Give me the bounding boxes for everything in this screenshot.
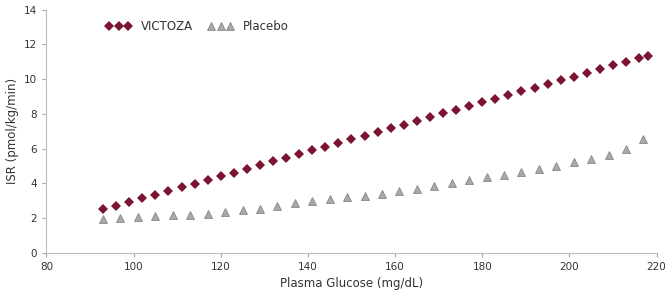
VICTOZA: [256, 163, 264, 167]
VICTOZA: [308, 149, 317, 152]
Placebo: [151, 215, 159, 218]
VICTOZA: [622, 60, 630, 64]
VICTOZA: [439, 112, 447, 115]
Placebo: [482, 176, 491, 179]
Placebo: [640, 137, 648, 141]
VICTOZA: [491, 97, 499, 100]
Placebo: [360, 194, 368, 197]
Placebo: [448, 181, 456, 185]
VICTOZA: [635, 56, 643, 60]
Line: Placebo: Placebo: [99, 135, 647, 223]
VICTOZA: [644, 54, 652, 57]
Y-axis label: ISR (pmol/kg/min): ISR (pmol/kg/min): [5, 78, 19, 184]
Placebo: [622, 148, 630, 151]
Placebo: [500, 173, 508, 176]
VICTOZA: [452, 108, 460, 112]
Placebo: [256, 207, 264, 210]
Placebo: [308, 199, 317, 202]
VICTOZA: [151, 193, 159, 197]
VICTOZA: [596, 67, 604, 71]
VICTOZA: [177, 186, 185, 189]
VICTOZA: [465, 104, 473, 108]
VICTOZA: [335, 141, 343, 145]
Placebo: [535, 167, 543, 170]
Placebo: [605, 153, 613, 157]
Placebo: [274, 204, 282, 208]
VICTOZA: [544, 82, 552, 86]
Placebo: [134, 215, 142, 219]
VICTOZA: [386, 126, 394, 130]
VICTOZA: [347, 138, 355, 141]
VICTOZA: [295, 152, 303, 156]
VICTOZA: [505, 93, 513, 97]
X-axis label: Plasma Glucose (mg/dL): Plasma Glucose (mg/dL): [280, 277, 423, 290]
Placebo: [343, 195, 351, 199]
VICTOZA: [165, 189, 173, 193]
Placebo: [291, 202, 299, 205]
Legend: VICTOZA, Placebo: VICTOZA, Placebo: [101, 15, 294, 38]
Placebo: [186, 213, 194, 216]
Placebo: [395, 189, 403, 193]
Placebo: [221, 210, 229, 214]
Placebo: [465, 178, 473, 182]
Placebo: [326, 197, 334, 201]
Placebo: [517, 170, 526, 174]
VICTOZA: [426, 115, 434, 119]
Placebo: [378, 192, 386, 196]
VICTOZA: [191, 182, 199, 185]
Placebo: [239, 208, 247, 212]
VICTOZA: [478, 101, 487, 104]
VICTOZA: [517, 89, 526, 93]
Placebo: [552, 164, 560, 168]
VICTOZA: [282, 156, 290, 160]
Placebo: [169, 214, 177, 217]
VICTOZA: [321, 145, 329, 148]
VICTOZA: [360, 134, 368, 137]
Placebo: [413, 187, 421, 190]
VICTOZA: [374, 130, 382, 134]
VICTOZA: [413, 119, 421, 123]
Placebo: [587, 157, 595, 161]
VICTOZA: [243, 167, 251, 170]
VICTOZA: [99, 207, 107, 211]
VICTOZA: [216, 174, 224, 178]
Placebo: [204, 212, 212, 215]
VICTOZA: [125, 200, 133, 204]
VICTOZA: [230, 171, 238, 174]
Placebo: [570, 161, 578, 164]
VICTOZA: [204, 178, 212, 182]
VICTOZA: [400, 123, 408, 126]
VICTOZA: [138, 197, 146, 200]
VICTOZA: [570, 75, 578, 78]
Placebo: [430, 184, 438, 188]
Placebo: [99, 217, 107, 221]
Line: VICTOZA: VICTOZA: [99, 52, 651, 213]
VICTOZA: [556, 78, 564, 82]
VICTOZA: [112, 204, 120, 207]
VICTOZA: [269, 160, 277, 163]
VICTOZA: [530, 86, 538, 89]
Placebo: [116, 216, 124, 220]
VICTOZA: [583, 71, 591, 75]
VICTOZA: [609, 64, 617, 67]
